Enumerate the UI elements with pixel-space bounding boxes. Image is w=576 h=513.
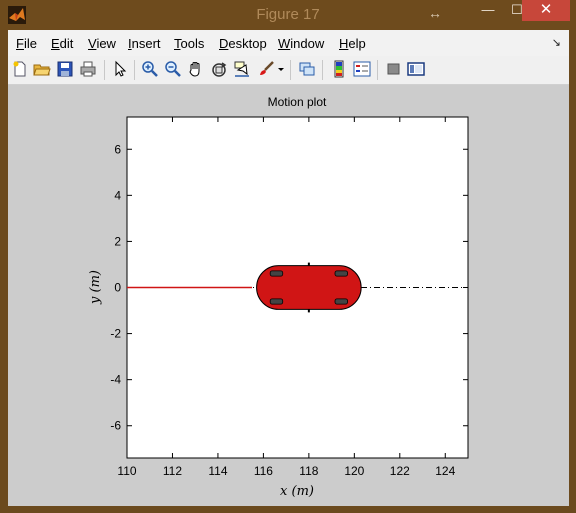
toolbar-separator: [290, 60, 291, 80]
print-icon[interactable]: [79, 60, 97, 78]
x-axis-label: x (m): [280, 484, 314, 499]
open-file-icon[interactable]: [33, 60, 51, 78]
x-tick-label: 122: [390, 464, 410, 478]
colorbar-icon[interactable]: [330, 60, 348, 78]
menu-tools[interactable]: Tools: [174, 36, 205, 51]
y-tick-label: -2: [110, 327, 121, 341]
menu-help[interactable]: Help: [339, 36, 366, 51]
zoom-in-icon[interactable]: [141, 60, 159, 78]
edit-plot-arrow-icon[interactable]: [111, 60, 129, 78]
x-tick-label: 110: [117, 464, 136, 478]
window-title: Figure 17: [256, 6, 320, 23]
x-tick-label: 116: [254, 464, 273, 478]
axis-ticks: 110 112 114 116 118 120 122 124 -6 -4 -2 0 2 4 6: [110, 117, 468, 478]
vehicle-wheel: [269, 298, 284, 305]
dock-figure-icon[interactable]: ↘: [551, 37, 561, 49]
vehicle-wheel: [334, 298, 348, 305]
new-figure-icon[interactable]: [11, 60, 29, 78]
y-tick-label: 2: [114, 234, 121, 248]
vehicle-mirror: [307, 262, 310, 266]
brush-icon[interactable]: [257, 60, 275, 78]
menu-window[interactable]: Window: [278, 36, 325, 51]
zoom-out-icon[interactable]: [164, 60, 182, 78]
menu-desktop[interactable]: Desktop: [219, 36, 267, 51]
save-icon[interactable]: [56, 60, 74, 78]
legend-icon[interactable]: [353, 60, 371, 78]
brush-dropdown-icon[interactable]: [277, 60, 285, 78]
pan-hand-icon[interactable]: [187, 60, 205, 78]
y-tick-label: 6: [114, 142, 121, 156]
vehicle-mirror: [307, 309, 310, 313]
x-tick-label: 114: [208, 464, 227, 478]
data-cursor-icon[interactable]: [233, 60, 251, 78]
y-axis-label: y (m): [88, 270, 103, 305]
menu-file[interactable]: File: [16, 36, 37, 51]
maximize-button[interactable]: ☐: [511, 2, 523, 17]
close-button[interactable]: ✕: [522, 0, 570, 21]
figure-client-area: File Edit View Insert Tools Desktop Wind…: [8, 30, 569, 506]
menu-edit[interactable]: Edit: [51, 36, 74, 51]
y-tick-label: -4: [110, 373, 121, 387]
chart-title: Motion plot: [268, 95, 327, 109]
toolbar-separator: [134, 60, 135, 80]
y-tick-label: 4: [114, 188, 121, 202]
toolbar-separator: [322, 60, 323, 80]
menu-bar: File Edit View Insert Tools Desktop Wind…: [8, 30, 569, 56]
title-bar: Figure 17 ↔ — ☐ ✕: [0, 0, 576, 30]
resize-icon[interactable]: ↔: [428, 5, 442, 21]
link-plot-icon[interactable]: [298, 60, 316, 78]
hide-plot-tools-icon[interactable]: [385, 60, 403, 78]
menu-view[interactable]: View: [88, 36, 116, 51]
x-tick-label: 124: [435, 464, 455, 478]
matlab-app-icon: [8, 6, 26, 24]
x-tick-label: 112: [163, 464, 182, 478]
minimize-button[interactable]: —: [481, 2, 495, 17]
figure-toolbar: [8, 56, 569, 85]
vehicle-marker: [256, 262, 362, 313]
menu-insert[interactable]: Insert: [128, 36, 161, 51]
x-tick-label: 120: [344, 464, 364, 478]
vehicle-wheel: [334, 270, 348, 277]
rotate-3d-icon[interactable]: [210, 60, 228, 78]
show-plot-tools-icon[interactable]: [407, 60, 425, 78]
toolbar-separator: [377, 60, 378, 80]
x-tick-label: 118: [299, 464, 318, 478]
toolbar-separator: [104, 60, 105, 80]
y-tick-label: 0: [114, 281, 121, 295]
figure-canvas: Motion plot 110 112 114 116 118 120 122 124 -6 -4…: [8, 85, 569, 506]
y-tick-label: -6: [110, 419, 121, 433]
vehicle-wheel: [269, 270, 284, 277]
motion-plot[interactable]: Motion plot 110 112 114 116 118 120 122 124 -6 -4…: [8, 85, 569, 506]
